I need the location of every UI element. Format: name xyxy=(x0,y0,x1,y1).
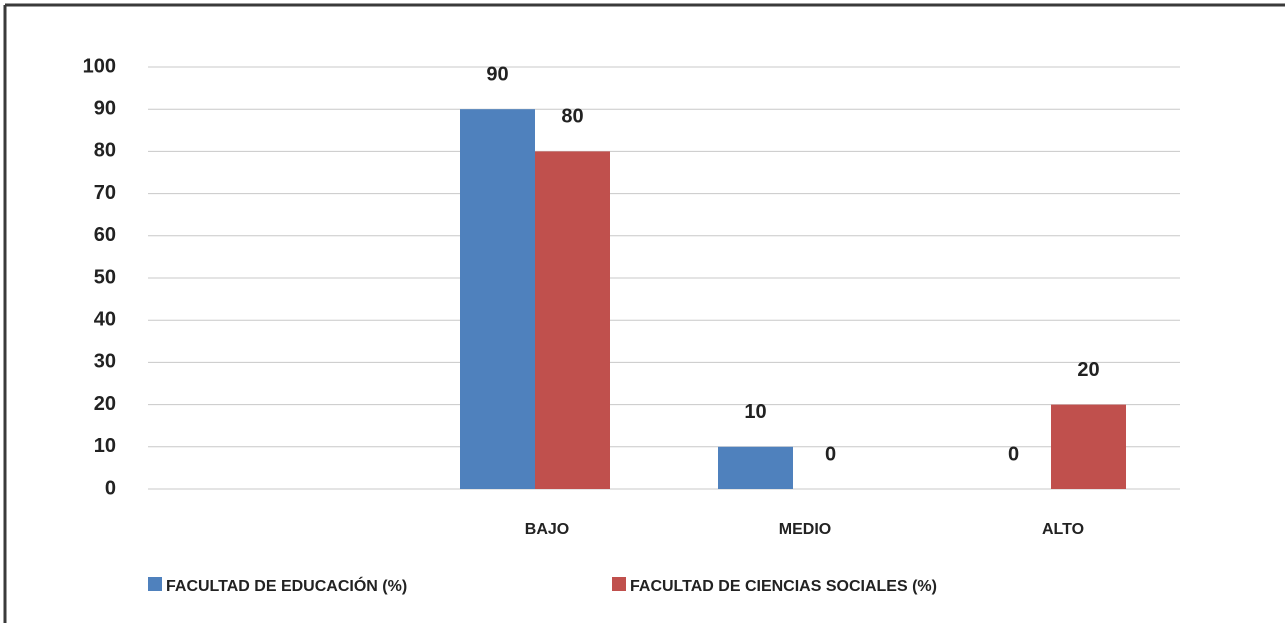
x-tick-label: ALTO xyxy=(1042,521,1084,538)
legend-swatch xyxy=(148,577,162,591)
y-tick-label: 0 xyxy=(105,477,116,499)
bar xyxy=(718,446,793,489)
legend-swatch xyxy=(612,577,626,591)
y-tick-label: 60 xyxy=(94,224,116,246)
y-tick-label: 100 xyxy=(83,55,116,77)
data-label: 0 xyxy=(1008,443,1019,465)
bar xyxy=(1051,404,1126,489)
data-label: 90 xyxy=(486,63,508,85)
data-label: 20 xyxy=(1077,359,1099,381)
y-tick-label: 70 xyxy=(94,182,116,204)
legend-label: FACULTAD DE EDUCACIÓN (%) xyxy=(166,576,407,595)
data-label: 0 xyxy=(825,443,836,465)
y-tick-label: 90 xyxy=(94,97,116,119)
x-tick-label: BAJO xyxy=(525,521,569,538)
bar xyxy=(535,151,610,489)
y-tick-label: 20 xyxy=(94,393,116,415)
x-tick-label: MEDIO xyxy=(779,521,831,538)
y-tick-label: 10 xyxy=(94,435,116,457)
y-tick-label: 80 xyxy=(94,140,116,162)
bar xyxy=(460,109,535,489)
data-label: 80 xyxy=(561,106,583,128)
y-tick-label: 40 xyxy=(94,308,116,330)
y-tick-label: 50 xyxy=(94,266,116,288)
y-tick-label: 30 xyxy=(94,351,116,373)
legend-label: FACULTAD DE CIENCIAS SOCIALES (%) xyxy=(630,578,937,595)
data-label: 10 xyxy=(744,401,766,423)
